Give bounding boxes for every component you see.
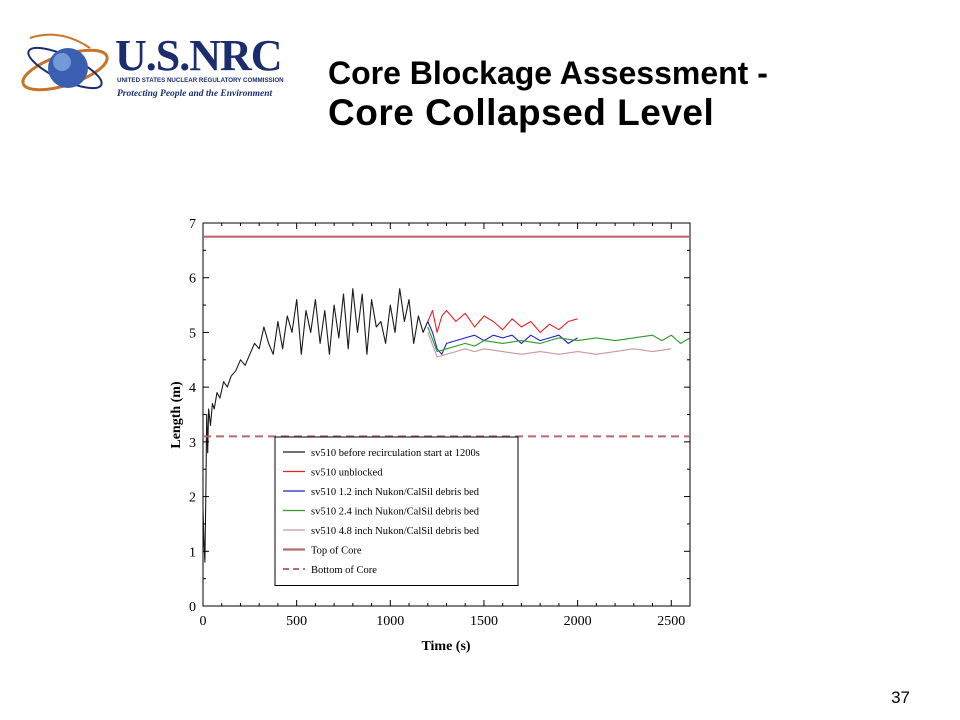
logo-tagline: Protecting People and the Environment (117, 89, 273, 99)
page-number: 37 (891, 688, 910, 707)
series-line-sv510-2-4-inch-nukon-calsil-debris-bed (427, 326, 691, 353)
nrc-logo: U.S.NRC UNITED STATES NUCLEAR REGULATORY… (21, 31, 284, 99)
x-tick-label: 2000 (564, 614, 592, 629)
atom-orbit-icon (21, 33, 109, 92)
core-collapsed-level-chart: 0 500 1000 1500 2000 2500 0 1 2 3 4 5 6 7 Time (s) L… (169, 217, 691, 654)
series-line-sv510-before-recirculation-start-at-1200s (202, 288, 429, 563)
logo-agency: UNITED STATES NUCLEAR REGULATORY COMMISS… (117, 77, 284, 84)
legend-label: Top of Core (311, 546, 362, 557)
x-tick-label: 2500 (657, 614, 685, 629)
y-axis: 0 1 2 3 4 5 6 7 (189, 217, 690, 615)
x-tick-label: 500 (286, 614, 307, 629)
chart-legend: sv510 before recirculation start at 1200… (274, 436, 519, 586)
series-line-sv510-unblocked (427, 309, 578, 333)
y-tick-label: 7 (189, 217, 196, 232)
y-tick-label: 1 (189, 545, 196, 560)
y-tick-label: 6 (189, 272, 196, 287)
x-axis: 0 500 1000 1500 2000 2500 (200, 223, 685, 629)
series-layer (202, 235, 691, 563)
y-tick-label: 4 (189, 381, 196, 396)
slide-title: Core Blockage Assessment - Core Collapse… (328, 55, 768, 134)
x-tick-label: 0 (200, 614, 207, 629)
y-tick-label: 0 (189, 600, 196, 615)
x-tick-label: 1500 (470, 614, 498, 629)
logo-wordmark: U.S.NRC (115, 31, 282, 80)
y-tick-label: 5 (189, 326, 196, 341)
legend-label: sv510 unblocked (311, 468, 383, 479)
y-tick-label: 3 (189, 436, 196, 451)
y-tick-label: 2 (189, 491, 196, 506)
legend-label: sv510 2.4 inch Nukon/CalSil debris bed (311, 507, 480, 518)
slide-title-line1: Core Blockage Assessment - (328, 55, 768, 91)
series-line-sv510-1-2-inch-nukon-calsil-debris-bed (427, 321, 578, 355)
legend-label: sv510 4.8 inch Nukon/CalSil debris bed (311, 526, 480, 537)
series-line-sv510-4-8-inch-nukon-calsil-debris-bed (427, 332, 672, 358)
legend-label: sv510 before recirculation start at 1200… (311, 448, 480, 459)
x-axis-label: Time (s) (421, 639, 470, 654)
x-tick-label: 1000 (376, 614, 404, 629)
legend-box (274, 436, 519, 586)
legend-label: sv510 1.2 inch Nukon/CalSil debris bed (311, 487, 480, 498)
y-axis-label: Length (m) (169, 381, 184, 449)
slide-title-line2: Core Collapsed Level (328, 91, 715, 133)
legend-label: Bottom of Core (311, 565, 377, 576)
